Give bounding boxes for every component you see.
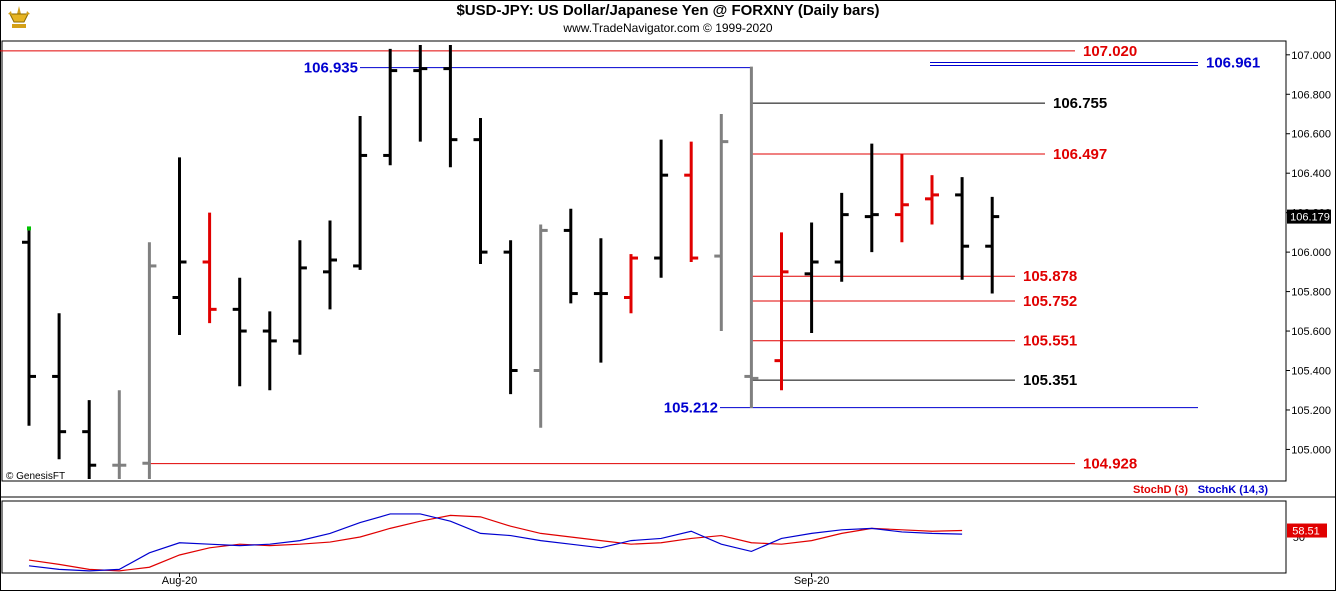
last-price-label: 106.179	[1290, 212, 1330, 224]
y-axis-tick-label: 105.800	[1291, 287, 1331, 299]
x-axis-tick-label: Sep-20	[794, 575, 829, 587]
level-label: 105.212	[664, 400, 718, 417]
x-axis-tick-label: Aug-20	[162, 575, 197, 587]
watermark: © GenesisFT	[6, 471, 65, 482]
last-price-marker	[1287, 209, 1331, 224]
level-label: 106.497	[1053, 146, 1107, 163]
level-label: 104.928	[1083, 456, 1137, 473]
y-axis-tick-label: 106.800	[1291, 89, 1331, 101]
stochastic-legend-label: StochK (14,3)	[1198, 484, 1269, 496]
chart-subtitle: www.TradeNavigator.com © 1999-2020	[563, 21, 773, 35]
stoch-last-value-label: 58.51	[1292, 526, 1320, 538]
y-axis-tick-label: 107.000	[1291, 50, 1331, 62]
level-label: 105.351	[1023, 372, 1077, 389]
level-label: 105.551	[1023, 333, 1077, 350]
stochastic-legend-label: StochD (3)	[1133, 484, 1188, 496]
trade-navigator-logo-icon	[8, 6, 30, 28]
level-label: 106.961	[1206, 55, 1260, 72]
level-label: 105.752	[1023, 293, 1077, 310]
y-axis-tick-label: 105.200	[1291, 405, 1331, 417]
chart-title: $USD-JPY: US Dollar/Japanese Yen @ FORXN…	[456, 2, 880, 19]
price-panel-frame	[1, 40, 1287, 482]
stoch-last-value-marker	[1287, 523, 1327, 538]
y-axis-tick-label: 105.000	[1291, 444, 1331, 456]
stochastic-line	[28, 513, 963, 572]
y-axis-tick-label: 106.600	[1291, 129, 1331, 141]
y-axis-tick-label: 105.600	[1291, 326, 1331, 338]
stochastic-panel-frame	[1, 500, 1287, 574]
signal-marker	[27, 226, 31, 231]
y-axis-tick-label: 106.400	[1291, 168, 1331, 180]
y-axis-tick-label: 105.400	[1291, 366, 1331, 378]
level-label: 107.020	[1083, 43, 1137, 60]
stochastic-line	[28, 514, 963, 572]
level-label: 105.878	[1023, 268, 1077, 285]
y-axis-tick-label: 106.000	[1291, 247, 1331, 259]
level-label: 106.935	[304, 60, 358, 77]
level-label: 106.755	[1053, 95, 1107, 112]
